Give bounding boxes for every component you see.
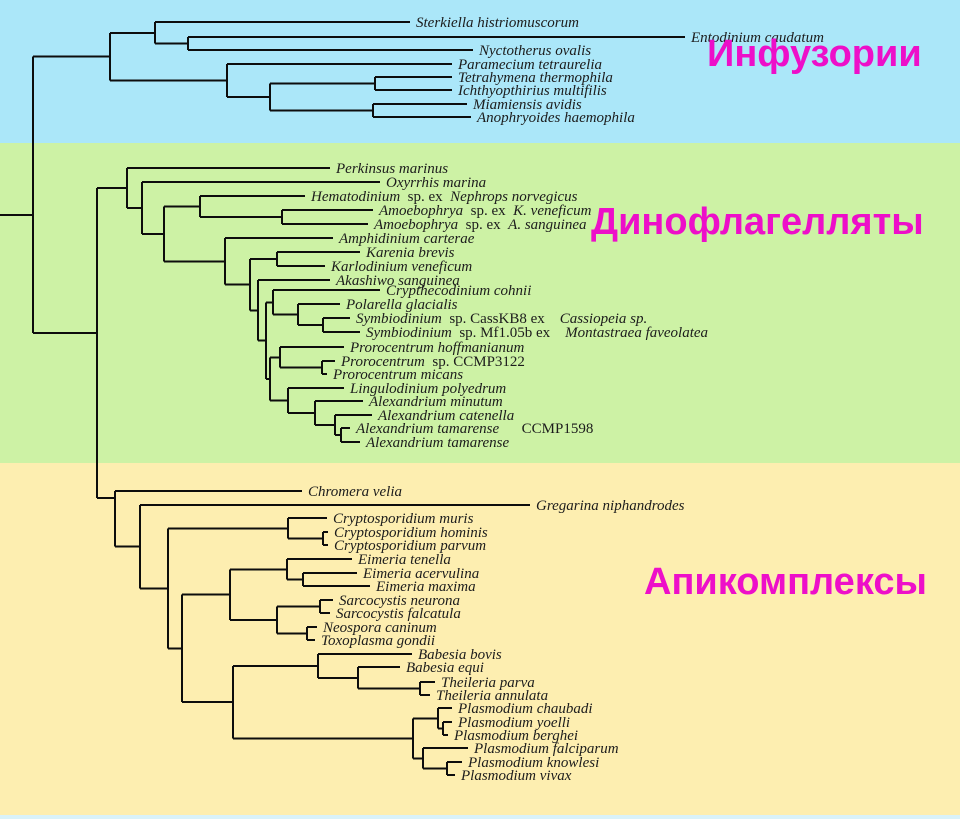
species-label: Babesia equi: [406, 660, 484, 676]
group-band-1: [0, 143, 960, 463]
species-label: Lingulodinium polyedrum: [349, 381, 506, 397]
group-band-2: [0, 463, 960, 815]
species-label: Paramecium tetraurelia: [457, 57, 602, 73]
species-label: Amoebophrya sp. ex K. veneficum: [378, 203, 592, 219]
species-label: Chromera velia: [308, 484, 402, 500]
species-label: Alexandrium catenella: [377, 408, 514, 424]
species-label: Sterkiella histriomuscorum: [416, 15, 579, 31]
species-label: Symbiodinium sp. CassKB8 ex Cassiopeia s…: [356, 311, 647, 327]
species-label: Sarcocystis neurona: [339, 593, 460, 609]
species-label: Sarcocystis falcatula: [336, 606, 461, 622]
species-label: Gregarina niphandrodes: [536, 498, 685, 514]
species-label: Karlodinium veneficum: [330, 259, 472, 275]
species-label: Plasmodium knowlesi: [467, 755, 599, 771]
bottom-strip: [0, 815, 960, 819]
species-label: Prorocentrum hoffmanianum: [349, 340, 524, 356]
species-label: Alexandrium tamarense CCMP1598: [355, 421, 593, 437]
species-label: Eimeria maxima: [375, 579, 476, 595]
species-label: Cryptosporidium muris: [333, 511, 474, 527]
group-label-apicomplexa: Апикомплексы: [644, 561, 927, 603]
species-label: Nyctotherus ovalis: [478, 43, 591, 59]
species-label: Babesia bovis: [418, 647, 502, 663]
species-label: Akashiwo sanguinea: [335, 273, 460, 289]
species-label: Alexandrium minutum: [368, 394, 503, 410]
species-label: Plasmodium berghei: [453, 728, 578, 744]
species-label: Alexandrium tamarense: [365, 435, 510, 451]
species-label: Miamiensis avidis: [472, 97, 582, 113]
species-label: Eimeria tenella: [357, 552, 451, 568]
species-label: Tetrahymena thermophila: [458, 70, 613, 86]
species-label: Polarella glacialis: [345, 297, 458, 313]
species-label: Karenia brevis: [365, 245, 455, 261]
group-band-0: [0, 0, 960, 143]
species-label: Plasmodium chaubadi: [457, 701, 593, 717]
species-label: Crypthecodinium cohnii: [386, 283, 531, 299]
species-label: Perkinsus marinus: [335, 161, 448, 177]
species-label: Theileria parva: [441, 675, 535, 691]
group-label-dinoflagellates: Динофлагелляты: [591, 201, 924, 243]
species-label: Amphidinium carterae: [338, 231, 475, 247]
species-label: Cryptosporidium hominis: [334, 525, 488, 541]
group-label-ciliates: Инфузории: [707, 33, 922, 75]
species-label: Neospora caninum: [322, 620, 437, 636]
species-label: Plasmodium yoelli: [457, 715, 570, 731]
species-label: Hematodinium sp. ex Nephrops norvegicus: [310, 189, 578, 205]
species-label: Eimeria acervulina: [362, 566, 479, 582]
species-label: Ichthyopthirius multifilis: [457, 83, 607, 99]
species-label: Symbiodinium sp. Mf1.05b ex Montastraea …: [366, 325, 708, 341]
species-label: Prorocentrum micans: [332, 367, 463, 383]
species-label: Amoebophrya sp. ex A. sanguinea: [373, 217, 586, 233]
species-label: Oxyrrhis marina: [386, 175, 486, 191]
species-label: Prorocentrum sp. CCMP3122: [340, 354, 525, 370]
species-label: Plasmodium vivax: [460, 768, 572, 784]
species-label: Cryptosporidium parvum: [334, 538, 486, 554]
species-label: Entodinium caudatum: [690, 30, 824, 46]
species-label: Anophryoides haemophila: [476, 110, 635, 126]
species-label: Theileria annulata: [436, 688, 548, 704]
species-label: Toxoplasma gondii: [321, 633, 435, 649]
species-label: Plasmodium falciparum: [473, 741, 619, 757]
